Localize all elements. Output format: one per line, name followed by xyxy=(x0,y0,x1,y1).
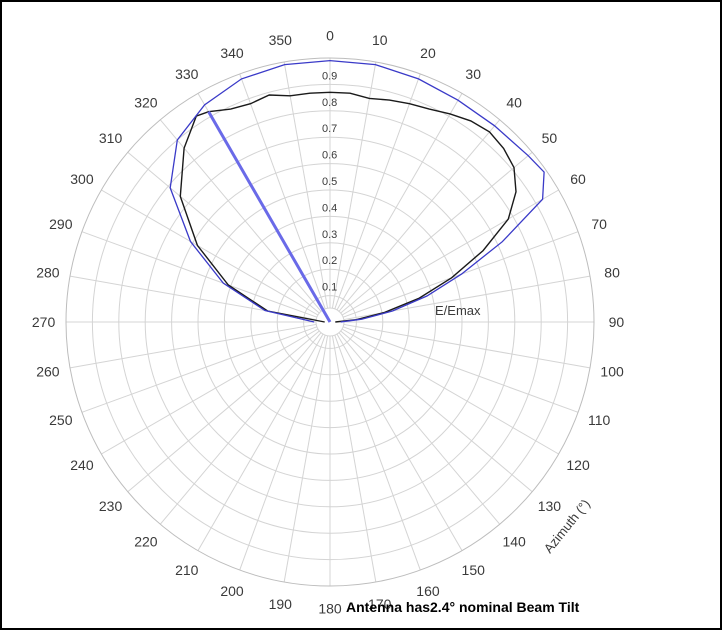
angle-tick-label: 70 xyxy=(591,216,607,232)
chart-caption: Antenna has2.4° nominal Beam Tilt xyxy=(346,599,580,615)
angle-tick-label: 110 xyxy=(588,412,611,428)
spoke-line xyxy=(128,331,320,492)
angle-tick-label: 310 xyxy=(99,130,123,146)
angle-tick-label: 120 xyxy=(566,457,590,473)
radial-tick-label: 0.2 xyxy=(322,255,337,267)
radial-axis-label: E/Emax xyxy=(435,303,481,318)
angle-tick-label: 330 xyxy=(175,66,199,82)
angle-tick-label: 180 xyxy=(318,600,342,616)
angle-tick-label: 270 xyxy=(32,314,56,330)
angle-tick-label: 280 xyxy=(36,264,60,280)
angle-tick-label: 210 xyxy=(175,562,199,578)
angle-tick-label: 200 xyxy=(220,583,244,599)
spoke-line xyxy=(101,190,318,315)
angle-tick-label: 240 xyxy=(70,457,94,473)
spoke-line xyxy=(101,329,318,454)
angle-tick-label: 90 xyxy=(609,314,625,330)
angle-tick-label: 250 xyxy=(49,412,73,428)
angle-tick-label: 230 xyxy=(99,498,123,514)
spoke-line xyxy=(342,329,559,454)
radial-tick-label: 0.3 xyxy=(322,229,337,241)
angle-tick-label: 160 xyxy=(416,583,440,599)
angle-tick-label: 100 xyxy=(600,364,624,380)
spoke-line xyxy=(128,152,320,313)
angle-tick-label: 140 xyxy=(502,533,526,549)
angle-tick-label: 350 xyxy=(269,32,293,48)
spoke-line xyxy=(341,331,533,492)
radial-tick-label: 0.7 xyxy=(322,123,337,135)
angle-tick-label: 260 xyxy=(36,364,60,380)
angle-tick-label: 320 xyxy=(134,95,158,111)
radial-tick-label: 0.6 xyxy=(322,150,337,162)
angle-tick-label: 150 xyxy=(462,562,486,578)
angle-tick-label: 20 xyxy=(420,45,436,61)
angle-tick-label: 0 xyxy=(326,28,334,44)
angle-tick-label: 40 xyxy=(506,95,522,111)
angle-tick-label: 190 xyxy=(269,596,293,612)
spoke-line xyxy=(339,120,500,312)
spoke-line xyxy=(198,334,323,551)
spoke-line xyxy=(341,152,533,313)
angle-tick-label: 80 xyxy=(604,264,620,280)
angle-tick-label: 130 xyxy=(538,498,562,514)
spoke-line xyxy=(284,336,327,582)
series-layer xyxy=(170,61,544,322)
angle-tick-label: 10 xyxy=(372,32,388,48)
spoke-line xyxy=(342,190,559,315)
radial-tick-label: 0.5 xyxy=(322,176,337,188)
spoke-line xyxy=(339,333,500,525)
angle-tick-label: 220 xyxy=(134,533,158,549)
spoke-line xyxy=(70,324,316,367)
radial-tick-label: 0.1 xyxy=(322,282,337,294)
spoke-line xyxy=(344,324,590,367)
angle-tick-label: 60 xyxy=(570,171,586,187)
angle-tick-label: 300 xyxy=(70,171,94,187)
angle-tick-label: 30 xyxy=(465,66,481,82)
spoke-line xyxy=(160,333,321,525)
radial-tick-label: 0.4 xyxy=(322,202,337,214)
radial-tick-label: 0.9 xyxy=(322,70,337,82)
spoke-line xyxy=(337,334,462,551)
angle-tick-label: 290 xyxy=(49,216,73,232)
radial-tick-label: 0.8 xyxy=(322,97,337,109)
angle-tick-label: 50 xyxy=(542,130,558,146)
angle-tick-label: 340 xyxy=(220,45,244,61)
spoke-line xyxy=(337,93,462,310)
spoke-line xyxy=(332,336,375,582)
